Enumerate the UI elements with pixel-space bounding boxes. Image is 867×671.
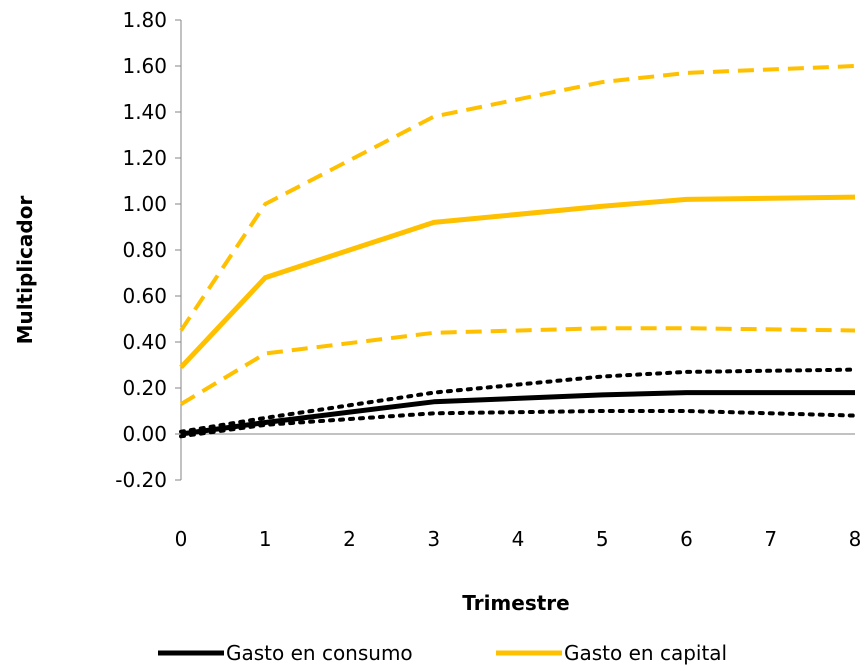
x-tick-label: 0	[175, 527, 188, 551]
x-tick-label: 3	[427, 527, 440, 551]
x-tick-label: 2	[343, 527, 356, 551]
y-tick-label: 1.60	[122, 54, 167, 78]
x-tick-label: 1	[259, 527, 272, 551]
x-axis-title: Trimestre	[462, 591, 569, 615]
x-tick-label: 8	[849, 527, 862, 551]
y-tick-label: 0.20	[122, 376, 167, 400]
y-axis-title: Multiplicador	[13, 196, 37, 345]
x-tick-label: 6	[680, 527, 693, 551]
y-tick-label: 0.60	[122, 284, 167, 308]
series-line-1-dotted	[179, 367, 857, 434]
series-line-3-solid	[179, 194, 856, 370]
x-tick-label: 4	[512, 527, 525, 551]
legend-label: Gasto en consumo	[226, 641, 413, 665]
plot-area	[179, 20, 857, 480]
y-tick-label: 1.20	[122, 146, 167, 170]
y-tick-label: 1.80	[122, 8, 167, 32]
legend: Gasto en consumo Gasto en capital	[158, 641, 727, 665]
y-tick-label: 0.80	[122, 238, 167, 262]
series-line-0-solid	[180, 390, 855, 437]
legend-label: Gasto en capital	[564, 641, 727, 665]
y-tick-label: 1.40	[122, 100, 167, 124]
series-line-4-dashed	[179, 64, 856, 332]
y-tick-label: 0.00	[122, 422, 167, 446]
x-axis-ticks: 0 1 2 3 4 5 6 7 8	[175, 527, 862, 551]
series-line-5-dashed	[179, 326, 856, 406]
y-tick-label: -0.20	[115, 468, 167, 492]
y-tick-label: 0.40	[122, 330, 167, 354]
x-tick-label: 7	[764, 527, 777, 551]
y-axis-ticks: -0.20 0.00 0.20 0.40 0.60 0.80 1.00 1.20 1.40 1.6…	[115, 8, 181, 492]
series-line-2-dotted	[179, 409, 857, 439]
x-tick-label: 5	[596, 527, 609, 551]
y-tick-label: 1.00	[122, 192, 167, 216]
